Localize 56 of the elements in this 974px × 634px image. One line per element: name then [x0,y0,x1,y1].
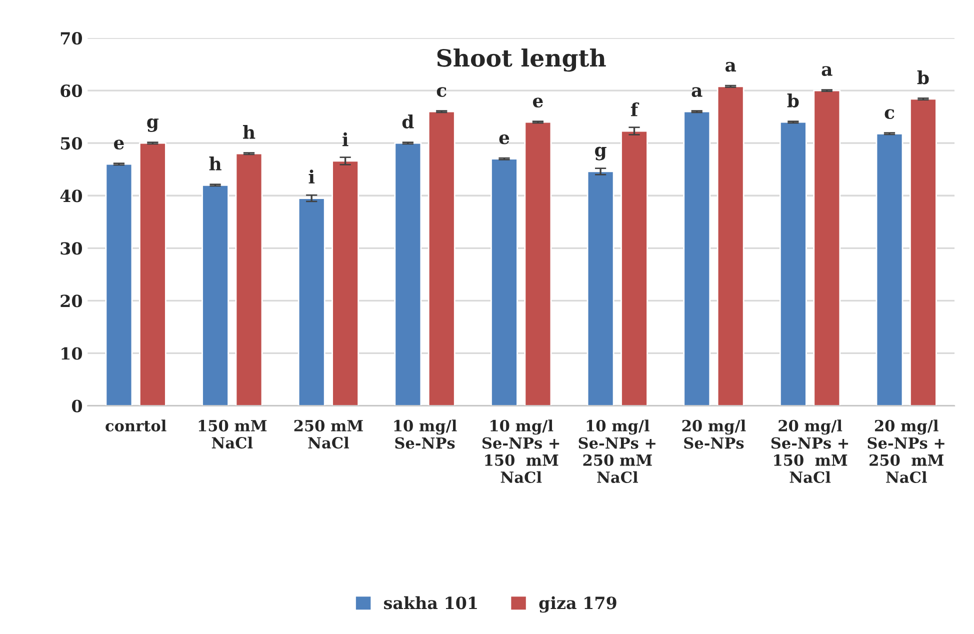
chart-title: Shoot length [437,48,606,72]
y-tick-label: 40 [60,190,82,202]
data-label: a [822,66,832,76]
bar [138,142,166,406]
bar [910,98,937,406]
data-label: c [436,87,446,97]
y-tick-label: 10 [62,347,82,360]
x-tick-label: 20 mg/l Se-NPs [682,420,746,449]
y-tick-label: 20 [60,294,82,308]
y-tick-label: 70 [60,32,82,45]
data-label: a [725,62,736,72]
bar [298,198,326,406]
bar [524,121,552,406]
data-label: b [917,70,929,84]
bar [779,121,807,406]
data-label: i [342,132,348,146]
x-tick-label: 250 mM NaCl [294,420,363,449]
x-tick-label: 10 mg/l Se-NPs + 150 mM NaCl [482,420,560,484]
y-tick-label: 0 [72,400,82,412]
bar [586,170,614,406]
data-label: h [242,125,256,139]
data-label: c [884,109,894,120]
bar [105,163,133,406]
y-tick-label: 30 [60,242,82,255]
data-label: g [594,146,606,160]
data-label: g [147,118,159,132]
data-label: f [630,102,640,116]
x-tick-label: 20 mg/l Se-NPs + 250 mM NaCl [868,420,944,484]
bar [235,152,263,406]
data-label: e [114,140,124,150]
x-tick-label: 150 mM NaCl [198,420,267,449]
y-tick-label: 60 [60,84,82,98]
data-label: d [402,114,414,128]
legend-label: giza 179 [539,596,616,613]
data-label: i [308,170,315,184]
data-label: e [532,98,543,108]
bar [876,132,904,406]
bar [428,110,456,406]
bar [490,158,518,406]
data-label: a [692,87,702,97]
x-tick-label: 10 mg/l Se-NPs [394,420,457,449]
data-label: h [209,156,222,170]
bar [813,90,841,406]
bar [716,86,744,406]
bar [202,184,229,406]
bar [332,160,360,406]
x-tick-label: 20 mg/l Se-NPs + 150 mM NaCl [771,420,848,484]
y-tick-label: 50 [60,137,82,150]
data-label: b [787,94,799,108]
x-tick-label: 10 mg/l Se-NPs + 250 mM NaCl [578,420,656,484]
x-tick-label: conrtol [106,420,166,432]
bar [683,110,711,406]
bar [394,142,422,406]
bar [620,130,648,406]
legend-label: sakha 101 [384,596,477,610]
data-label: e [499,134,510,144]
